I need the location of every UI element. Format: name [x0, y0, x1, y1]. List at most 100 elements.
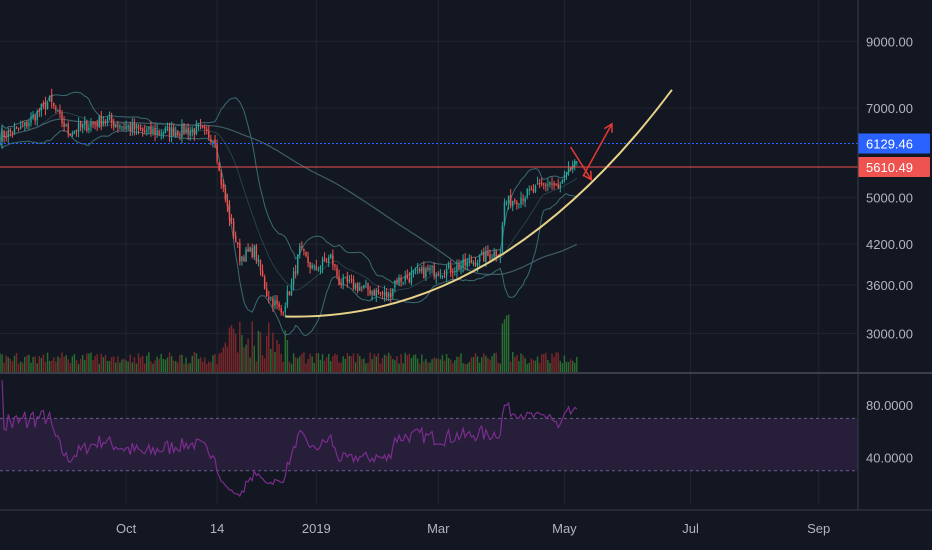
candle-body	[42, 103, 45, 105]
candle-body	[61, 112, 63, 124]
volume-bar	[26, 355, 28, 372]
candle-body	[551, 183, 553, 185]
candle-body	[512, 200, 514, 207]
volume-bar	[576, 356, 578, 372]
volume-bar	[342, 356, 344, 372]
candle-body	[406, 274, 409, 279]
candle-body	[543, 183, 545, 185]
volume-bar	[301, 353, 303, 372]
volume-bar	[489, 359, 491, 372]
candle-body	[152, 129, 154, 133]
candle-body	[443, 276, 446, 278]
candle-body	[425, 268, 427, 278]
volume-bar	[468, 362, 471, 372]
candle-body	[553, 183, 555, 186]
volume-bar	[466, 363, 468, 372]
volume-bar	[191, 355, 193, 372]
volume-bar	[50, 360, 53, 372]
volume-bar	[400, 353, 402, 372]
candle-body	[206, 129, 208, 132]
volume-bar	[309, 353, 311, 372]
candle-body	[0, 142, 1, 144]
volume-bar	[220, 352, 222, 372]
candle-body	[34, 115, 36, 121]
candle-body	[530, 188, 533, 190]
x-tick-label: May	[552, 521, 577, 536]
candle-body	[332, 255, 334, 266]
volume-bar	[183, 363, 185, 372]
volume-bar	[189, 362, 191, 372]
candle-body	[383, 292, 386, 296]
volume-bar	[522, 355, 524, 372]
candle-body	[183, 123, 185, 134]
price-tick-label: 5000.00	[866, 191, 913, 206]
candle-body	[216, 144, 218, 162]
candle-body	[439, 275, 442, 277]
candle-body	[373, 290, 375, 296]
volume-bar	[404, 352, 406, 372]
candle-body	[485, 251, 487, 262]
volume-bar	[199, 357, 202, 372]
candle-body	[22, 125, 24, 127]
candle-body	[137, 126, 140, 129]
volume-bar	[57, 356, 59, 372]
candle-body	[30, 117, 32, 123]
candle-body	[106, 119, 109, 123]
volume-bar	[317, 353, 320, 372]
candle-body	[495, 250, 497, 257]
candle-body	[385, 291, 388, 298]
candle-body	[381, 293, 384, 295]
volume-bar	[555, 352, 557, 372]
candle-body	[210, 139, 212, 143]
volume-bar	[226, 346, 229, 372]
volume-bar	[73, 353, 76, 372]
volume-bar	[406, 355, 409, 372]
volume-bar	[543, 354, 545, 372]
candle-body	[195, 125, 198, 135]
volume-bar	[292, 353, 295, 372]
volume-bar	[247, 338, 249, 372]
volume-bar	[545, 352, 547, 372]
candle-body	[5, 136, 7, 138]
candle-body	[226, 199, 229, 207]
candle-body	[9, 129, 12, 133]
volume-bar	[156, 356, 158, 372]
arrow-shaft	[569, 146, 592, 181]
volume-bar	[563, 355, 566, 372]
volume-bar	[290, 363, 293, 372]
candle-body	[71, 133, 74, 136]
candle-body	[549, 182, 551, 185]
volume-bar	[241, 335, 243, 372]
candle-body	[340, 284, 342, 286]
volume-bar	[361, 359, 363, 372]
candle-body	[532, 189, 535, 192]
candlesticks	[0, 88, 578, 318]
candle-body	[334, 264, 336, 267]
candle-body	[538, 182, 541, 184]
volume-bar	[321, 354, 324, 372]
candle-body	[387, 293, 390, 297]
volume-bar	[148, 352, 150, 372]
candle-body	[557, 184, 559, 188]
volume-bar	[187, 363, 189, 372]
volume-bar	[330, 361, 332, 372]
volume-bar	[433, 357, 435, 372]
volume-bar	[265, 335, 268, 372]
volume-bar	[392, 359, 394, 372]
candle-body	[234, 235, 237, 243]
candle-body	[325, 261, 328, 263]
x-tick-label: Mar	[427, 521, 450, 536]
candle-body	[1, 130, 3, 142]
candle-body	[361, 286, 363, 288]
volume-bar	[503, 319, 506, 372]
volume-bar	[402, 363, 404, 372]
candle-body	[162, 132, 165, 135]
candle-body	[243, 257, 245, 262]
volume-bar	[143, 363, 146, 372]
candle-body	[110, 116, 113, 123]
candle-body	[100, 116, 103, 126]
volume-bar	[280, 353, 282, 372]
volume-bar	[46, 352, 49, 372]
volume-bar	[497, 362, 499, 372]
candle-body	[65, 124, 67, 127]
